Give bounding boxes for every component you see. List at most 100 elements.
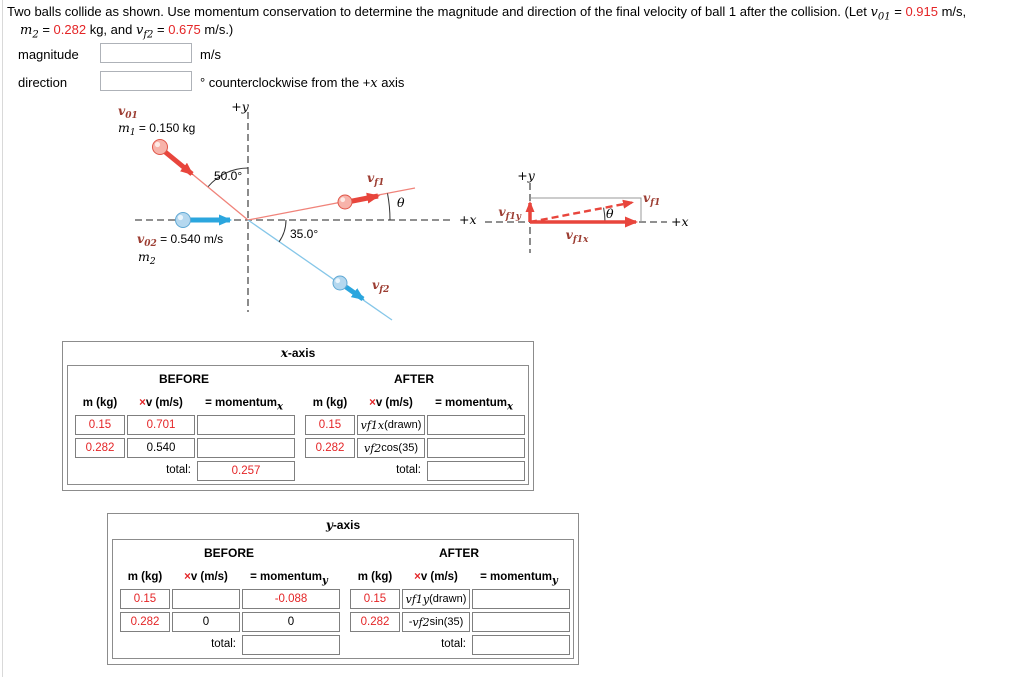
ball1-after: [337, 194, 353, 210]
component-diagram: +y +x vf1y vf1x vf1 θ: [485, 168, 689, 253]
vf1-label: vf1: [367, 170, 384, 188]
after-header: AFTER: [394, 372, 434, 386]
magnitude-label: magnitude: [18, 47, 79, 62]
collision-diagram: v01 m1 = 0.150 kg 50.0° +y +x v02 = 0.54…: [118, 99, 689, 321]
after-header: AFTER: [439, 546, 479, 560]
vf1x-label: vf1x: [566, 227, 589, 245]
vf1-resultant-arrow: [529, 199, 634, 224]
v01-symbol: v: [870, 5, 878, 20]
comp-plus-y-label: +y: [517, 168, 535, 183]
magnitude-input[interactable]: [100, 43, 192, 63]
y-before-row2-m[interactable]: 0.282: [120, 612, 170, 632]
plus-x-label: +x: [459, 212, 477, 227]
x-before-total-label: total:: [166, 464, 191, 476]
page-left-border: [2, 0, 3, 677]
v01-arrow: [162, 149, 194, 176]
problem-text: Two balls collide as shown. Use momentum…: [7, 4, 871, 19]
y-before-section: BEFORE m (kg) ×v (m/s) = momentumy 0.15 …: [114, 540, 344, 658]
vf1-arrow: [349, 192, 380, 204]
before-header: BEFORE: [158, 372, 209, 386]
y-before-row2-v: 0: [172, 612, 240, 632]
x-before-section: BEFORE m (kg) ×v (m/s) = momentumx 0.15 …: [69, 366, 299, 484]
x-before-row2-m[interactable]: 0.282: [75, 438, 125, 458]
ball2-outgoing-path: [247, 219, 393, 321]
y-after-section: AFTER m (kg) ×v (m/s) = momentumy 0.15 v…: [344, 540, 574, 658]
y-after-row2-m[interactable]: 0.282: [350, 612, 400, 632]
x-after-total[interactable]: [427, 461, 525, 481]
given-m2: 0.282: [53, 22, 87, 37]
y-before-row1-m[interactable]: 0.15: [120, 589, 170, 609]
angle-50-arc: [207, 167, 249, 187]
angle-50-label: 50.0°: [214, 169, 242, 183]
given-vf2: 0.675: [168, 22, 201, 37]
x-after-row1-momentum[interactable]: [427, 415, 525, 435]
y-after-total[interactable]: [472, 635, 570, 655]
problem-statement-line2: m2 = 0.282 kg, and vf2 = 0.675 m/s.): [20, 22, 234, 41]
theta-label: θ: [397, 195, 405, 210]
x-before-column-header: m (kg) ×v (m/s) = momentumx: [82, 397, 283, 413]
x-after-total-label: total:: [396, 464, 421, 476]
ball1-outgoing-path: [247, 187, 416, 221]
direction-unit: ° counterclockwise from the +x axis: [200, 75, 405, 91]
x-before-row1-m[interactable]: 0.15: [75, 415, 125, 435]
x-after-row2-v: v f2 cos(35): [357, 438, 425, 458]
m2-symbol: m: [20, 23, 33, 38]
x-table-body: BEFORE m (kg) ×v (m/s) = momentumx 0.15 …: [67, 365, 529, 485]
component-rectangle: [530, 197, 642, 222]
y-before-row2-momentum: 0: [242, 612, 340, 632]
vf2-label: vf2: [372, 277, 389, 295]
direction-label: direction: [18, 75, 68, 90]
m2-label: m2: [138, 249, 156, 267]
x-before-row2-v: 0.540: [127, 438, 195, 458]
x-after-row1-m[interactable]: 0.15: [305, 415, 355, 435]
y-after-row1-momentum[interactable]: [472, 589, 570, 609]
ball2: [175, 212, 191, 228]
y-after-row2-momentum[interactable]: [472, 612, 570, 632]
x-before-row1-v[interactable]: 0.701: [127, 415, 195, 435]
y-before-total[interactable]: [242, 635, 340, 655]
x-after-section: AFTER m (kg) ×v (m/s) = momentumx 0.15 v…: [299, 366, 529, 484]
y-before-total-label: total:: [211, 638, 236, 650]
comp-plus-x-label: +x: [671, 214, 689, 229]
x-after-row2-m[interactable]: 0.282: [305, 438, 355, 458]
y-before-row1-momentum[interactable]: -0.088: [242, 589, 340, 609]
y-table-title: y-axis: [325, 518, 361, 532]
v02-label: v02 = 0.540 m/s: [137, 231, 223, 249]
plus-y-label: +y: [231, 99, 249, 114]
x-before-total[interactable]: 0.257: [197, 461, 295, 481]
x-axis-table: x-axis BEFORE m (kg) ×v (m/s) = momentum…: [62, 341, 534, 491]
y-axis-table: y-axis BEFORE m (kg) ×v (m/s) = momentum…: [107, 513, 579, 665]
x-before-row2-momentum[interactable]: [197, 438, 295, 458]
direction-input[interactable]: [100, 71, 192, 91]
y-table-body: BEFORE m (kg) ×v (m/s) = momentumy 0.15 …: [112, 539, 574, 659]
magnitude-unit: m/s: [200, 47, 221, 62]
angle-theta-arc: [387, 193, 391, 221]
vf1y-label: vf1y: [498, 204, 521, 222]
comp-theta-arc: [603, 207, 606, 223]
y-before-column-header: m (kg) ×v (m/s) = momentumy: [127, 571, 328, 587]
y-after-total-label: total:: [441, 638, 466, 650]
x-table-title: x-axis: [280, 346, 316, 360]
vf2-symbol: v: [135, 23, 144, 38]
x-after-row1-v: v f1x (drawn): [357, 415, 425, 435]
x-after-column-header: m (kg) ×v (m/s) = momentumx: [312, 397, 513, 413]
y-before-row1-v[interactable]: [172, 589, 240, 609]
x-before-row1-momentum[interactable]: [197, 415, 295, 435]
y-after-column-header: m (kg) ×v (m/s) = momentumy: [357, 571, 558, 587]
x-after-row2-momentum[interactable]: [427, 438, 525, 458]
ball2-after: [332, 275, 348, 291]
y-after-row1-m[interactable]: 0.15: [350, 589, 400, 609]
angle-35-label: 35.0°: [290, 227, 318, 241]
m1-label: m1 = 0.150 kg: [118, 120, 195, 138]
y-after-row1-v: v f1y (drawn): [402, 589, 470, 609]
angle-35-arc: [278, 219, 287, 243]
main-collision-diagram: v01 m1 = 0.150 kg 50.0° +y +x v02 = 0.54…: [118, 99, 477, 321]
vf2-arrow: [344, 284, 365, 302]
v01-label: v01: [118, 103, 138, 121]
comp-theta-label: θ: [606, 206, 614, 221]
before-header: BEFORE: [203, 546, 254, 560]
ball1: [152, 139, 168, 155]
problem-statement-line1: Two balls collide as shown. Use momentum…: [7, 4, 967, 23]
y-after-row2-v: - v f2 sin(35): [402, 612, 470, 632]
